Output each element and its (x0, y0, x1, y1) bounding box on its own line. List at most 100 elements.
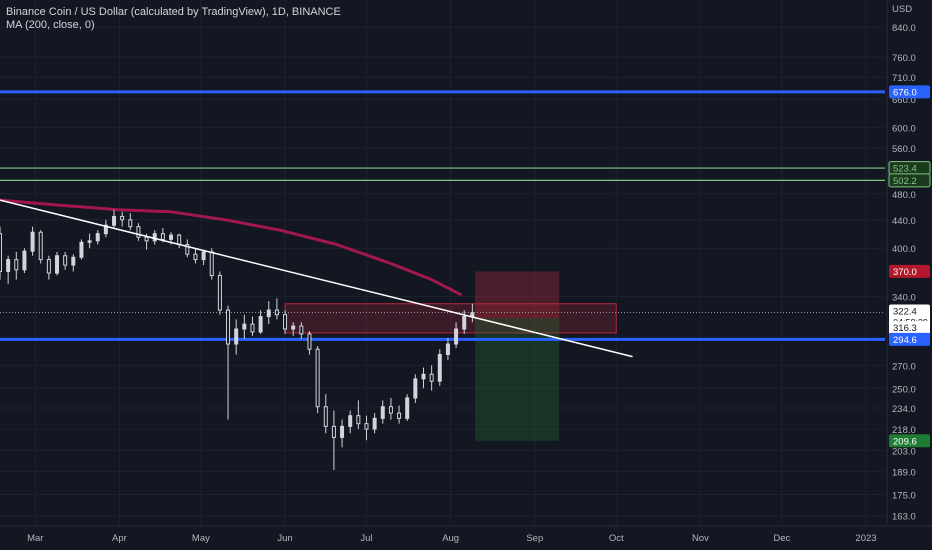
candle-body (71, 256, 76, 266)
candle-body (128, 219, 133, 228)
candle-body (454, 328, 459, 345)
candle-body (315, 348, 320, 408)
y-tick-label: 480.0 (892, 190, 916, 201)
x-tick-label: Mar (27, 533, 43, 544)
time-axis[interactable]: Mar Apr May Jun Jul Aug Sep Oct Nov Dec 2023 (0, 525, 932, 544)
candle-body (445, 343, 450, 355)
trendline-path (0, 199, 633, 358)
price-axis[interactable]: 840.0 760.0 710.0 660.0 600.0 560.0 480.0 440.0… (886, 0, 916, 525)
ma-200-path (0, 198, 463, 297)
y-tick-label: 203.0 (892, 446, 916, 457)
candle-body (136, 226, 141, 238)
price-label-box (889, 332, 930, 346)
y-tick-label: 660.0 (892, 95, 916, 106)
symbol-title: Binance Coin / US Dollar (calculated by … (6, 6, 341, 18)
x-tick-label: Jun (277, 533, 292, 544)
candle-body (429, 373, 434, 382)
candle-body (340, 425, 345, 438)
candle-body (405, 397, 410, 419)
candle-body (323, 406, 328, 427)
price-label-text: 676.0 (893, 87, 917, 98)
price-label-box (889, 434, 930, 448)
x-tick-label: Dec (773, 533, 790, 544)
resistance-zone (284, 303, 617, 334)
candle-body (356, 415, 361, 425)
candle-body (291, 325, 296, 330)
y-tick-label: 189.0 (892, 468, 916, 479)
candle-body (22, 250, 27, 271)
trendline (0, 199, 633, 358)
candle-body (283, 314, 288, 330)
price-label-text: 209.6 (893, 436, 917, 447)
x-tick-label: Oct (609, 533, 624, 544)
candle-body (380, 406, 385, 419)
y-tick-label: 710.0 (892, 73, 916, 84)
candle-body (201, 251, 206, 261)
candle-body (462, 316, 467, 330)
indicator-label: MA (200, close, 0) (6, 19, 95, 31)
x-tick-label: Sep (526, 533, 543, 544)
y-unit-label: USD (892, 4, 912, 15)
candle-body (193, 253, 198, 261)
y-tick-label: 560.0 (892, 144, 916, 155)
y-tick-label: 340.0 (892, 293, 916, 304)
candle-body (185, 244, 190, 255)
candle-body (79, 241, 84, 258)
candle-body (266, 309, 271, 318)
y-tick-label: 175.0 (892, 491, 916, 502)
candle-body (364, 423, 369, 430)
candle-body (177, 234, 182, 246)
price-labels: 676.0523.4502.2370.0322.404:58:39316.329… (888, 85, 931, 448)
candle-body (152, 233, 157, 242)
y-tick-label: 600.0 (892, 123, 916, 134)
candle-body (46, 259, 51, 274)
candles (0, 209, 475, 471)
x-tick-label: Aug (442, 533, 459, 544)
candle-body (112, 215, 117, 226)
candle-body (55, 255, 60, 274)
y-tick-label: 250.0 (892, 384, 916, 395)
candle-body (413, 378, 418, 399)
price-label-text: 502.2 (893, 176, 917, 187)
candle-body (234, 328, 239, 345)
candle-body (14, 259, 19, 271)
y-tick-label: 840.0 (892, 23, 916, 34)
candle-body (6, 259, 11, 272)
price-label-text: 370.0 (893, 267, 917, 278)
candle-body (397, 412, 402, 419)
stop-loss-area (475, 271, 560, 319)
price-label-box (889, 321, 930, 335)
horizontal-levels (0, 90, 885, 341)
candle-body (160, 233, 165, 240)
candle-body (169, 234, 174, 240)
candle-body (242, 323, 247, 330)
price-label-box (888, 173, 931, 188)
y-tick-label: 270.0 (892, 361, 916, 372)
candle-body (226, 309, 231, 345)
price-label-box (889, 85, 930, 99)
y-tick-label: 218.0 (892, 425, 916, 436)
y-tick-label: 400.0 (892, 244, 916, 255)
candle-body (63, 255, 68, 266)
candle-body (120, 215, 125, 221)
candle-body (421, 373, 426, 380)
candle-body (209, 251, 214, 276)
candle-body (250, 323, 255, 333)
price-label-text: 523.4 (893, 164, 917, 175)
candle-body (348, 415, 353, 427)
candle-body (299, 325, 304, 335)
candle-body (307, 333, 312, 350)
x-tick-label: Apr (112, 533, 127, 544)
candle-body (437, 353, 442, 382)
price-label-text: 294.6 (893, 335, 917, 346)
take-profit-area (475, 318, 560, 441)
candle-body (95, 233, 100, 242)
candle-body (0, 233, 2, 272)
grid (0, 0, 885, 525)
candle-body (372, 417, 377, 430)
candle-body (87, 240, 92, 243)
x-tick-label: 2023 (855, 533, 876, 544)
candle-body (38, 231, 43, 261)
y-tick-label: 760.0 (892, 53, 916, 64)
